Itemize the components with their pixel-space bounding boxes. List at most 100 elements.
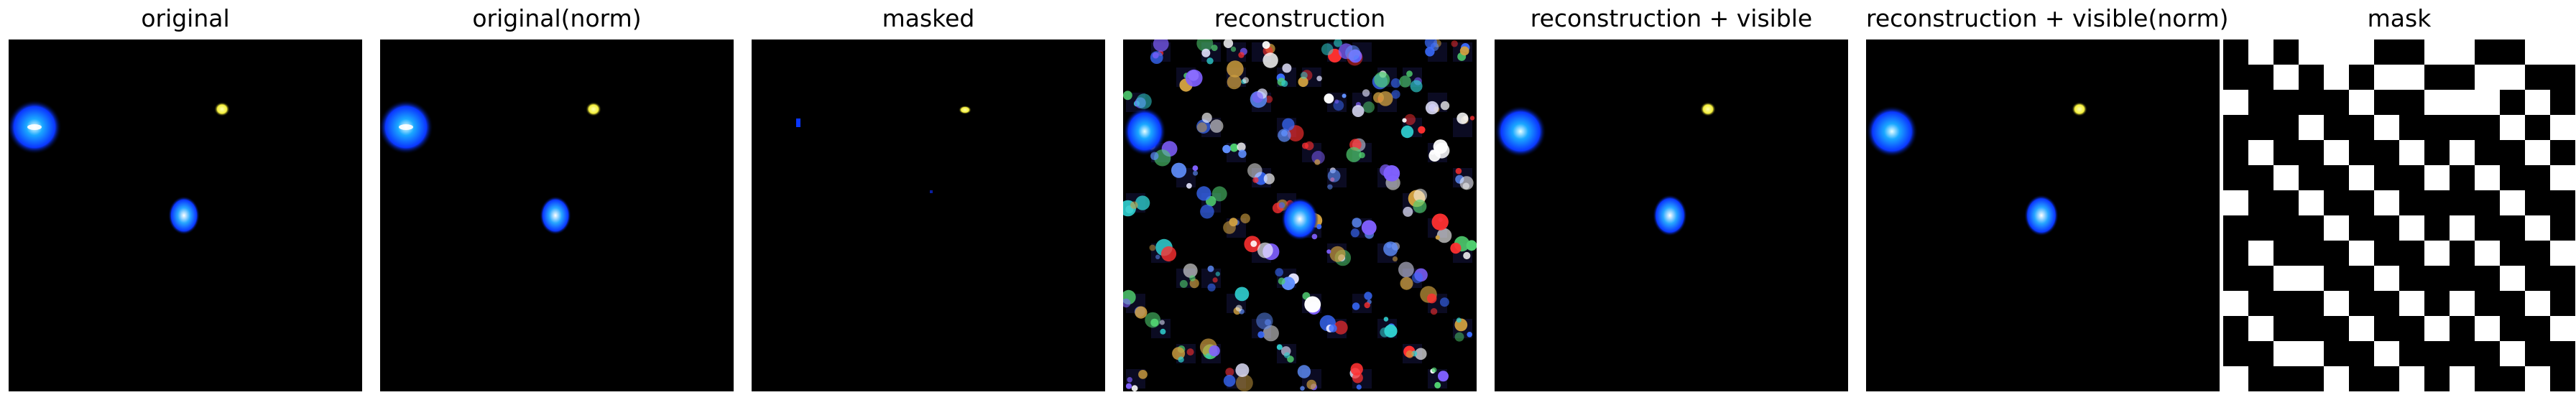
reconstruction-patch-speck [1200, 204, 1214, 219]
reconstruction-patch-speck [1265, 319, 1271, 326]
reconstruction-patch-speck [1451, 40, 1458, 47]
reconstruction-patch-speck [1398, 261, 1414, 278]
reconstruction-patch-speck [1160, 328, 1166, 335]
mask-cell [2500, 266, 2525, 291]
reconstruction-patch-speck [1278, 202, 1285, 208]
reconstruction-patch-speck [1183, 263, 1198, 278]
reconstruction-patch-speck [1402, 118, 1407, 123]
reconstruction-patch-speck [1302, 142, 1308, 149]
panel-title: reconstruction [1214, 4, 1386, 32]
reconstruction-patch-speck [1238, 149, 1247, 158]
panel-title: reconstruction + visible [1530, 4, 1813, 32]
reconstruction-patch-speck [1280, 129, 1288, 136]
reconstruction-patch-speck [1130, 201, 1138, 210]
mask-cell [2273, 266, 2299, 291]
reconstruction-patch-speck [1211, 186, 1227, 202]
masked-image [752, 39, 1105, 391]
reconstruction-patch-speck [1160, 246, 1177, 262]
mask-cell [2450, 39, 2475, 65]
reconstruction-patch-speck [1327, 169, 1341, 182]
reconstruction-patch-speck [1186, 348, 1194, 356]
reconstruction-patch-speck [1123, 90, 1132, 101]
panel-original-norm: original(norm) [380, 0, 734, 400]
reconstruction-patch-speck [1413, 199, 1427, 213]
mask-cell [2273, 65, 2299, 90]
mask-cell [2399, 215, 2424, 241]
reconstruction-patch-speck [1430, 308, 1438, 315]
mask-cell [2299, 266, 2324, 291]
mask-cell [2450, 291, 2475, 316]
mask-cell [2324, 291, 2349, 316]
mask-cell [2324, 65, 2349, 90]
mask-cell [2299, 39, 2324, 65]
reconstruction-patch-speck [1352, 302, 1360, 310]
mask-cell [2349, 316, 2374, 341]
mask-cell [2324, 215, 2349, 241]
mask-cell [2550, 39, 2575, 65]
mask-cell [2424, 39, 2450, 65]
reconstruction-patch-speck [1196, 186, 1211, 201]
mask-cell [2349, 241, 2374, 266]
reconstruction-patch-speck [1265, 96, 1273, 103]
reconstruction-patch-speck [1316, 75, 1322, 82]
reconstruction-patch-speck [1459, 176, 1474, 190]
reconstruction-patch-speck [1186, 182, 1192, 189]
reconstruction-patch-speck [1392, 256, 1398, 262]
reconstruction-patch-speck [1324, 93, 1334, 104]
reconstruction-patch-speck [1418, 126, 1426, 134]
reconstruction-patch-speck [1235, 304, 1242, 312]
reconstruction-patch-speck [1150, 318, 1159, 327]
reconstruction-patch-speck [1238, 52, 1245, 58]
reconstruction-patch-speck [1207, 283, 1216, 292]
reconstruction-patch-speck [1455, 167, 1462, 175]
reconstruction-patch-speck [1406, 70, 1413, 78]
cyan-blob-core [27, 124, 42, 130]
reconstruction-patch-speck [1383, 165, 1400, 182]
mask-cell [2525, 291, 2550, 316]
reconstruction-patch-speck [1159, 320, 1165, 325]
yellow-blob [1700, 102, 1716, 116]
reconstruction-patch-speck [1242, 77, 1250, 84]
reconstruction-patch-speck [1434, 142, 1450, 159]
original-image [9, 39, 362, 391]
yellow-blob [214, 102, 230, 116]
reconstruction-patch-speck [1450, 243, 1462, 254]
yellow-blob-fragment [959, 106, 971, 114]
panel-title: original [141, 4, 230, 32]
reconstruction-patch-speck [1377, 91, 1393, 106]
mask-cell [2475, 241, 2500, 266]
reconstruction-patch-speck [1201, 48, 1211, 57]
reconstruction-patch-speck [1364, 292, 1372, 300]
reconstruction-patch-speck [1201, 112, 1212, 124]
reconstruction-patch-speck [1152, 52, 1159, 59]
reconstruction-patch-speck [1262, 325, 1279, 342]
reconstruction-patch-speck [1223, 39, 1234, 48]
reconstruction-patch-speck [1263, 173, 1275, 185]
reconstruction-patch-speck [1240, 213, 1250, 223]
cyan-blob [1495, 106, 1546, 157]
reconstruction-patch-speck [1135, 306, 1148, 319]
mask-cell [2475, 65, 2500, 90]
reconstruction-patch-speck [1329, 324, 1337, 332]
reconstruction-patch-speck [1350, 228, 1359, 238]
mask-cell [2399, 140, 2424, 165]
reconstruction-patch-speck [1230, 46, 1237, 52]
reconstruction-patch-speck [1215, 271, 1220, 276]
reconstruction-patch-speck [1127, 377, 1132, 383]
reconstruction-patch-speck [1227, 60, 1244, 78]
reconstruction-patch-speck [1196, 39, 1214, 52]
reconstruction-patch-speck [1136, 93, 1152, 109]
reconstruction-patch-speck [1436, 228, 1452, 243]
reconstruction-patch-speck [1352, 105, 1365, 117]
mask-cell [2550, 115, 2575, 140]
reconstruction-patch-speck [1275, 268, 1283, 276]
reconstruction-patch-speck [1350, 363, 1363, 376]
mask-cell [2324, 39, 2349, 65]
reconstruction-patch-speck [1196, 122, 1207, 133]
reconstruction-patch-speck [1247, 163, 1262, 178]
reconstruction-patch-speck [1211, 45, 1218, 52]
reconstruction-patch-speck [1212, 277, 1218, 283]
reconstruction-patch-speck [1412, 272, 1423, 284]
mask-cell [2399, 366, 2424, 391]
reconstruction-patch-speck [1171, 162, 1187, 178]
